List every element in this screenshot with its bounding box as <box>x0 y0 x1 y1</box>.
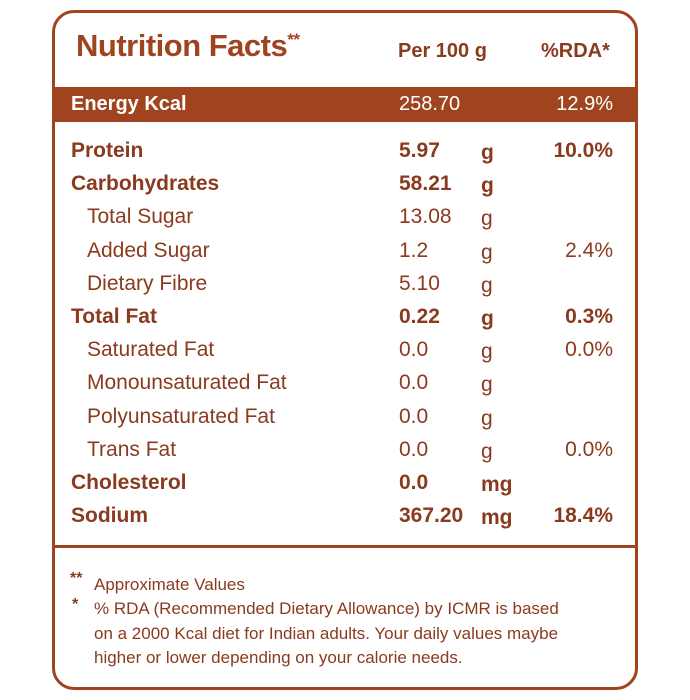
nutrient-unit: g <box>481 174 494 198</box>
table-row: Sodium 367.20 mg 18.4% <box>55 500 635 533</box>
page-title: Nutrition Facts** <box>76 28 300 63</box>
footnote-rda-line3: higher or lower depending on your calori… <box>94 648 463 667</box>
nutrient-value: 5.97 <box>399 139 440 162</box>
nutrient-name: Polyunsaturated Fat <box>87 404 275 428</box>
energy-name: Energy Kcal <box>71 93 187 115</box>
nutrient-value: 0.22 <box>399 305 440 328</box>
nutrient-value: 367.20 <box>399 504 464 528</box>
nutrition-label <box>52 10 638 690</box>
nutrient-unit: g <box>481 240 493 264</box>
nutrient-name: Total Fat <box>71 305 157 328</box>
table-row: Cholesterol 0.0 mg <box>55 467 635 500</box>
per-100g-header: Per 100 g <box>398 40 487 62</box>
table-row: Dietary Fibre 5.10 g <box>55 268 635 301</box>
table-row: Monounsaturated Fat 0.0 g <box>55 367 635 400</box>
footnote-mark-approx: ** <box>70 570 83 587</box>
nutrient-unit: g <box>481 273 493 297</box>
nutrient-unit: g <box>481 340 493 364</box>
nutrient-rda: 2.4% <box>565 238 613 262</box>
nutrient-rda: 18.4% <box>553 504 613 528</box>
nutrient-name: Monounsaturated Fat <box>87 371 287 395</box>
table-row: Polyunsaturated Fat 0.0 g <box>55 401 635 434</box>
nutrient-unit: mg <box>481 506 513 530</box>
footnote-rda-line1: % RDA (Recommended Dietary Allowance) by… <box>94 599 559 618</box>
nutrient-rda: 0.3% <box>565 305 613 328</box>
nutrient-unit: g <box>481 207 493 231</box>
table-row: Carbohydrates 58.21 g <box>55 168 635 201</box>
nutrient-rda: 10.0% <box>553 139 613 162</box>
table-row: Added Sugar 1.2 g 2.4% <box>55 235 635 268</box>
nutrient-value: 0.0 <box>399 471 429 494</box>
table-row: Total Fat 0.22 g 0.3% <box>55 301 635 334</box>
nutrient-name: Carbohydrates <box>71 172 220 196</box>
table-row: Protein 5.97 g 10.0% <box>55 135 635 168</box>
nutrient-value: 0.0 <box>399 437 429 461</box>
energy-row: Energy Kcal 258.70 12.9% <box>55 87 635 122</box>
nutrient-unit: g <box>481 307 494 330</box>
table-bottom-divider <box>55 545 635 548</box>
rda-header: %RDA* <box>541 40 610 62</box>
nutrient-name: Protein <box>71 139 144 162</box>
nutrient-value: 0.0 <box>399 404 429 428</box>
footnote-mark-rda: * <box>72 596 79 613</box>
nutrient-value: 58.21 <box>399 172 452 196</box>
nutrient-rda: 0.0% <box>565 437 613 461</box>
nutrient-value: 0.0 <box>399 338 429 362</box>
nutrient-unit: mg <box>481 473 513 496</box>
footnote-approx: Approximate Values <box>94 575 245 594</box>
nutrient-unit: g <box>481 141 494 164</box>
nutrient-value: 13.08 <box>399 205 452 229</box>
nutrient-unit: g <box>481 406 493 430</box>
energy-rda: 12.9% <box>556 93 613 115</box>
nutrient-unit: g <box>481 439 493 463</box>
nutrient-name: Saturated Fat <box>87 338 215 362</box>
nutrient-name: Total Sugar <box>87 205 194 229</box>
nutrient-value: 5.10 <box>399 271 440 295</box>
nutrient-value: 0.0 <box>399 371 429 395</box>
nutrient-name: Dietary Fibre <box>87 271 208 295</box>
footnote-rda-line2: on a 2000 Kcal diet for Indian adults. Y… <box>94 624 559 643</box>
nutrient-unit: g <box>481 373 493 397</box>
nutrient-value: 1.2 <box>399 238 429 262</box>
nutrient-name: Trans Fat <box>87 437 177 461</box>
energy-value: 258.70 <box>399 93 461 115</box>
nutrient-name: Cholesterol <box>71 471 187 494</box>
nutrient-name: Added Sugar <box>87 238 210 262</box>
table-row: Total Sugar 13.08 g <box>55 201 635 234</box>
nutrient-rda: 0.0% <box>565 338 613 362</box>
nutrient-name: Sodium <box>71 504 148 528</box>
table-row: Trans Fat 0.0 g 0.0% <box>55 434 635 467</box>
table-row: Saturated Fat 0.0 g 0.0% <box>55 334 635 367</box>
